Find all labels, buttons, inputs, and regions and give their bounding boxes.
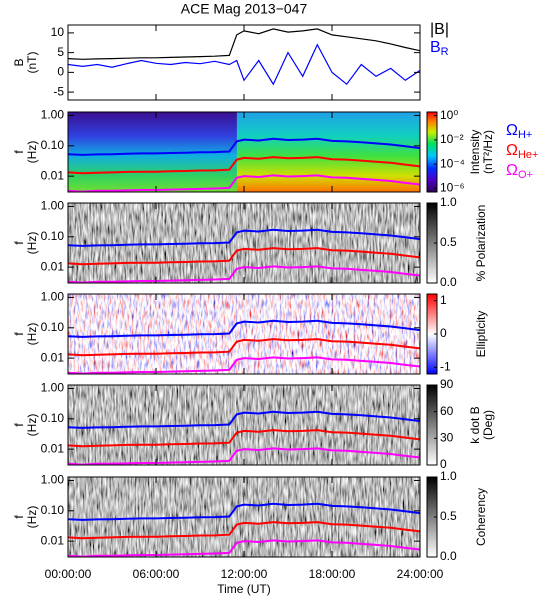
gyrofrequency-line bbox=[68, 356, 420, 374]
legend-label: |B| bbox=[430, 21, 449, 38]
y-axis-unit: (Hz) bbox=[25, 141, 39, 164]
x-tick-label: 24:00:00 bbox=[397, 567, 444, 581]
gyrofrequency-line bbox=[68, 137, 420, 156]
y-axis-label: f bbox=[12, 423, 26, 427]
y-tick-label: 1.00 bbox=[41, 290, 65, 304]
y-tick-label: 0.01 bbox=[41, 259, 65, 273]
legend-label: ΩO+ bbox=[506, 162, 533, 181]
colorbar-tick-label: -1 bbox=[440, 360, 451, 374]
y-tick-label: 5 bbox=[57, 45, 64, 59]
colorbar-tick-label: 10⁻⁴ bbox=[440, 156, 465, 170]
gyrofrequency-line bbox=[68, 319, 420, 338]
y-axis-label: f bbox=[12, 241, 26, 245]
y-tick-label: -5 bbox=[53, 84, 64, 98]
colorbar-tick-label: 1 bbox=[440, 293, 447, 307]
y-axis-label: f bbox=[12, 150, 26, 154]
gyrofrequency-line bbox=[68, 156, 420, 175]
legend-name: Ω bbox=[506, 162, 518, 179]
colorbar-tick-label: 1.0 bbox=[440, 195, 457, 209]
y-tick-label: 0.10 bbox=[41, 229, 65, 243]
legend-name: |B| bbox=[430, 21, 449, 38]
y-tick-label: 1.00 bbox=[41, 381, 65, 395]
colorbar-tick-label: 0.0 bbox=[440, 549, 457, 563]
y-tick-label: 0.10 bbox=[41, 503, 65, 517]
gyrofrequency-line bbox=[68, 338, 420, 357]
y-tick-label: 0.01 bbox=[41, 533, 65, 547]
y-tick-label: 10 bbox=[51, 25, 65, 39]
legend-subscript: He+ bbox=[518, 149, 539, 161]
y-axis-label: f bbox=[12, 515, 26, 519]
gyrofrequency-line bbox=[68, 265, 420, 283]
colorbar-label: % Polarization bbox=[474, 205, 488, 282]
colorbar-tick-label: 0 bbox=[440, 457, 447, 471]
gyrofrequency-line bbox=[68, 247, 420, 266]
legend-subscript: O+ bbox=[518, 169, 533, 181]
y-axis-unit: (Hz) bbox=[25, 323, 39, 346]
y-tick-label: 0.10 bbox=[41, 138, 65, 152]
y-axis-unit: (Hz) bbox=[25, 232, 39, 255]
colorbar-tick-label: 0.5 bbox=[440, 509, 457, 523]
legend-name: Ω bbox=[506, 142, 518, 159]
gyrofrequency-line bbox=[68, 410, 420, 429]
legend-label: ΩHe+ bbox=[506, 142, 538, 161]
colorbar-unit: (nT²/Hz) bbox=[481, 130, 495, 174]
y-tick-label: 0.10 bbox=[41, 411, 65, 425]
y-axis-unit: (nT) bbox=[25, 52, 39, 74]
gyrofrequency-line bbox=[68, 228, 420, 247]
colorbar-tick-label: 10⁻⁶ bbox=[440, 181, 465, 195]
y-axis-unit: (Hz) bbox=[25, 414, 39, 437]
legend-subscript: H+ bbox=[518, 129, 532, 141]
legend-name: B bbox=[430, 39, 441, 56]
colorbar-tick-label: 0.5 bbox=[440, 235, 457, 249]
y-tick-label: 0.01 bbox=[41, 168, 65, 182]
legend-subscript: R bbox=[441, 46, 449, 58]
chart-title: ACE Mag 2013−047 bbox=[181, 1, 308, 17]
data-line bbox=[68, 43, 420, 86]
y-tick-label: 0.01 bbox=[41, 441, 65, 455]
x-tick-label: 18:00:00 bbox=[309, 567, 356, 581]
colorbar-tick-label: 30 bbox=[440, 431, 454, 445]
colorbar bbox=[426, 384, 438, 466]
colorbar-tick-label: 10⁰ bbox=[440, 108, 458, 122]
y-tick-label: 0.10 bbox=[41, 320, 65, 334]
y-tick-label: 1.00 bbox=[41, 108, 65, 122]
colorbar-tick-label: 60 bbox=[440, 404, 454, 418]
colorbar-tick-label: 1.0 bbox=[440, 469, 457, 483]
gyrofrequency-line bbox=[68, 502, 420, 521]
colorbar bbox=[426, 111, 438, 193]
gyrofrequency-line bbox=[68, 539, 420, 557]
x-tick-label: 06:00:00 bbox=[133, 567, 180, 581]
gyrofrequency-line bbox=[68, 447, 420, 465]
colorbar-tick-label: 0 bbox=[440, 326, 447, 340]
y-axis-label: f bbox=[12, 332, 26, 336]
legend-label: ΩH+ bbox=[506, 122, 532, 141]
y-axis-label: B bbox=[12, 58, 26, 66]
x-axis-label: Time (UT) bbox=[217, 582, 271, 596]
y-axis-unit: (Hz) bbox=[25, 506, 39, 529]
colorbar-tick-label: 90 bbox=[440, 377, 454, 391]
colorbar-label: Ellipticity bbox=[474, 311, 488, 358]
colorbar-label: k dot B bbox=[468, 406, 482, 443]
spectrogram-background bbox=[236, 112, 420, 192]
data-line bbox=[68, 28, 420, 60]
colorbar-tick-label: 0.0 bbox=[440, 275, 457, 289]
legend-label: BR bbox=[430, 39, 449, 58]
legend-name: Ω bbox=[506, 122, 518, 139]
gyrofrequency-line bbox=[68, 429, 420, 448]
colorbar-unit: (Deg) bbox=[481, 410, 495, 440]
y-tick-label: 0 bbox=[57, 65, 64, 79]
plot-frame bbox=[67, 24, 421, 101]
colorbar-label: Intensity bbox=[468, 130, 482, 175]
colorbar-tick-label: 10⁻² bbox=[440, 132, 464, 146]
y-tick-label: 1.00 bbox=[41, 199, 65, 213]
gyrofrequency-line bbox=[68, 521, 420, 540]
colorbar-label: Coherency bbox=[474, 488, 488, 546]
y-tick-label: 0.01 bbox=[41, 350, 65, 364]
x-tick-label: 00:00:00 bbox=[45, 567, 92, 581]
x-tick-label: 12:00:00 bbox=[221, 567, 268, 581]
gyrofrequency-line bbox=[68, 174, 420, 192]
y-tick-label: 1.00 bbox=[41, 473, 65, 487]
